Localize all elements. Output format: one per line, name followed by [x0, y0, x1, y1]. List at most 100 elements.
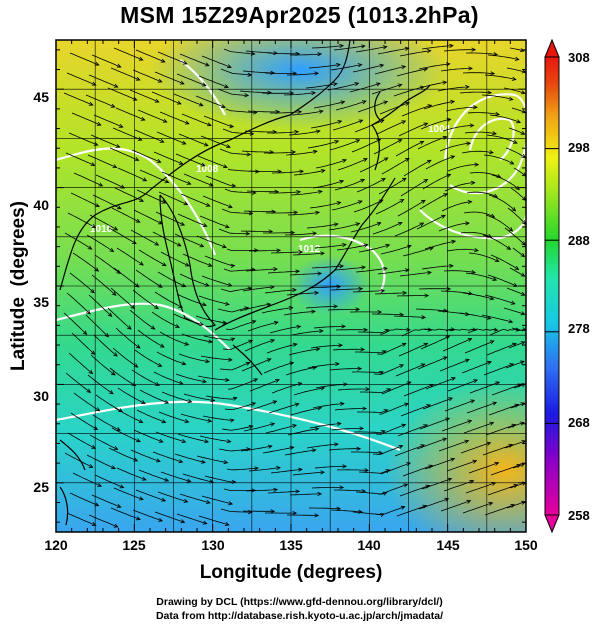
streamline-arrowhead — [521, 241, 526, 246]
streamline-arrowhead — [360, 347, 366, 352]
streamline — [491, 384, 522, 396]
streamline-arrowhead — [315, 347, 321, 352]
colorbar: 258 268 278 288 298 308 — [544, 38, 590, 534]
streamline — [437, 86, 469, 92]
streamline — [466, 52, 498, 55]
streamline-arrowhead — [206, 122, 212, 127]
streamline — [509, 482, 526, 489]
streamline — [283, 311, 316, 316]
streamline-arrowhead — [359, 426, 365, 431]
streamline — [160, 251, 190, 267]
streamline-arrowhead — [342, 243, 347, 248]
streamline-arrowhead — [157, 283, 163, 288]
streamline — [266, 211, 298, 214]
streamline-arrowhead — [311, 91, 317, 96]
streamline-arrowhead — [296, 324, 302, 329]
streamline-arrowhead — [202, 223, 208, 227]
streamline — [311, 45, 344, 49]
streamline-arrowhead — [427, 270, 432, 275]
x-tick-label: 125 — [122, 537, 146, 553]
streamline — [289, 493, 322, 496]
streamline — [505, 360, 525, 369]
streamline — [290, 53, 322, 56]
streamline-arrowhead — [292, 510, 298, 516]
streamline-arrowhead — [248, 424, 254, 430]
streamline — [489, 114, 521, 123]
streamline — [173, 93, 204, 107]
streamline — [465, 272, 497, 281]
streamline — [507, 422, 524, 429]
streamline-arrowhead — [161, 262, 167, 267]
streamline — [376, 343, 407, 355]
streamline-arrowhead — [451, 239, 457, 244]
streamline — [469, 172, 501, 178]
streamline-arrowhead — [399, 199, 405, 204]
streamline-arrowhead — [511, 423, 517, 428]
streamline — [156, 351, 186, 365]
streamline-arrowhead — [403, 483, 409, 488]
streamline — [351, 138, 381, 153]
streamline — [489, 328, 520, 336]
streamline-arrowhead — [378, 450, 384, 455]
streamline — [488, 404, 519, 416]
streamline-arrowhead — [138, 56, 144, 61]
colorbar-scale — [544, 56, 560, 516]
streamline-arrowhead — [449, 43, 454, 48]
streamline — [402, 247, 434, 257]
streamline-arrowhead — [120, 184, 126, 189]
streamline — [334, 408, 367, 411]
streamline — [66, 512, 96, 526]
streamline-arrowhead — [399, 364, 405, 369]
streamline — [445, 328, 477, 332]
streamline — [305, 83, 337, 89]
streamline — [93, 334, 118, 357]
streamline — [312, 403, 344, 409]
streamline — [196, 455, 228, 464]
streamline — [151, 91, 182, 105]
streamline — [330, 64, 362, 71]
streamline-arrowhead — [378, 371, 384, 376]
streamline-arrowhead — [136, 438, 141, 443]
streamline — [182, 473, 214, 483]
streamline-arrowhead — [399, 312, 405, 317]
streamline-arrowhead — [471, 47, 477, 52]
streamline — [180, 193, 210, 207]
streamline-arrowhead — [157, 362, 163, 367]
streamline-arrowhead — [118, 123, 124, 128]
streamline — [133, 429, 163, 443]
streamline — [89, 214, 118, 231]
streamline — [402, 465, 433, 477]
streamline-arrowhead — [246, 152, 252, 157]
streamline — [310, 344, 343, 349]
streamline-arrowhead — [244, 93, 250, 98]
streamline — [353, 199, 383, 213]
streamline — [196, 235, 227, 248]
streamline-arrowhead — [199, 321, 205, 326]
streamline — [396, 68, 428, 77]
x-tick-label: 150 — [514, 537, 538, 553]
streamline — [358, 244, 390, 253]
streamline — [379, 328, 411, 335]
streamline-arrowhead — [317, 52, 323, 57]
streamline-arrowhead — [510, 503, 516, 508]
streamline — [178, 133, 209, 147]
streamline — [333, 45, 365, 51]
streamline-arrowhead — [361, 100, 367, 105]
streamline-arrowhead — [380, 288, 386, 293]
map-title: MSM 15Z29Apr2025 (1013.2hPa) — [120, 2, 479, 28]
streamline — [107, 87, 137, 101]
streamline-arrowhead — [181, 439, 187, 444]
streamline — [440, 290, 473, 295]
streamline — [198, 75, 229, 88]
streamline-arrowhead — [520, 291, 526, 296]
streamline-arrowhead — [472, 459, 478, 464]
streamline-arrowhead — [97, 482, 103, 487]
streamline — [327, 308, 360, 311]
streamline — [137, 109, 167, 123]
streamline-arrowhead — [376, 222, 382, 226]
streamline-arrowhead — [202, 302, 207, 307]
streamline-arrowhead — [135, 218, 141, 223]
streamline — [355, 350, 386, 354]
streamline — [309, 423, 341, 429]
streamline — [460, 442, 491, 454]
